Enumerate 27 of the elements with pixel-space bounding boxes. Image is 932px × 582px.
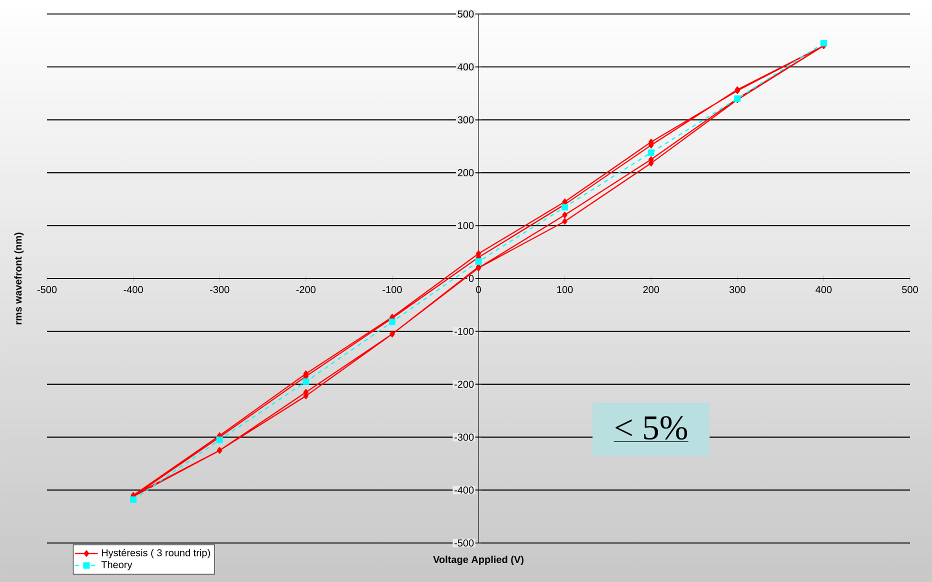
y-tick-label: 300 [458,116,474,124]
x-tick-label: 400 [816,286,832,294]
legend-label: Hystéresis ( 3 round trip) [102,548,210,558]
annotation: < 5% [616,416,688,440]
x-tick-label: -100 [382,286,402,294]
x-axis-title: Voltage Applied (V) [433,556,524,566]
x-tick-label: -300 [210,286,230,294]
x-tick-label: 200 [643,286,660,294]
y-tick-label: -400 [454,486,474,494]
y-tick-label: 100 [458,222,474,230]
x-tick-label: -400 [124,286,143,294]
x-tick-label: 300 [729,286,746,294]
x-tick-label: 100 [557,286,573,294]
x-tick-label: 0 [476,286,481,294]
y-axis-title: rms wavefront (nm) [14,232,24,324]
y-tick-label: -200 [454,380,474,388]
y-tick-label: -300 [454,434,474,441]
y-tick-label: -100 [454,328,474,335]
y-tick-label: 0 [468,274,474,282]
legend-label: Theory [101,560,132,570]
x-tick-label: 500 [902,286,918,294]
x-tick-label: -500 [37,286,57,294]
y-tick-label: 500 [458,10,474,18]
y-tick-label: 400 [458,63,474,70]
y-tick-label: -500 [454,539,474,547]
y-tick-label: 200 [458,169,474,176]
x-tick-label: -200 [296,286,316,294]
